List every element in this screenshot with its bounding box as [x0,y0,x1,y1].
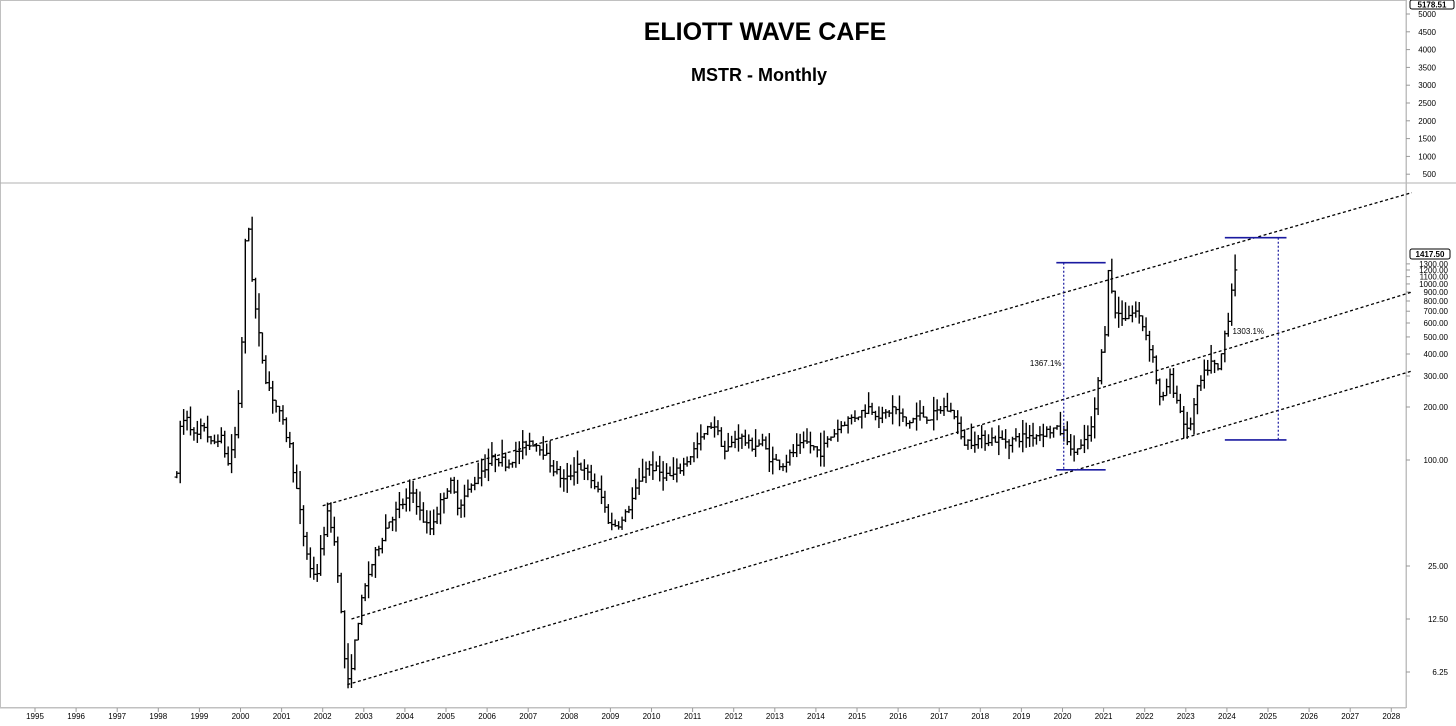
x-tick-label: 1996 [67,712,85,721]
x-tick-label: 2004 [396,712,414,721]
upper-tick-label: 3500 [1418,63,1436,72]
x-tick-label: 2009 [602,712,620,721]
x-tick-label: 2006 [478,712,496,721]
upper-value-label: 5178.51 [1418,1,1447,10]
x-tick-label: 2020 [1054,712,1072,721]
x-tick-label: 2002 [314,712,332,721]
upper-tick-label: 2500 [1418,99,1436,108]
measure-annotations: 1367.1% 1303.1% [1030,236,1287,471]
x-tick-label: 2007 [519,712,537,721]
chart-subtitle: MSTR - Monthly [691,65,827,85]
x-tick-label: 2025 [1259,712,1277,721]
x-tick-label: 1997 [108,712,126,721]
trend-channels [322,192,1413,686]
x-tick-label: 1999 [191,712,209,721]
last-price-label: 1417.50 [1416,250,1445,259]
y-tick-label: 300.00 [1424,372,1449,381]
upper-tick-label: 1500 [1418,135,1436,144]
upper-tick-label: 500 [1423,170,1437,179]
y-tick-label: 700.00 [1424,307,1449,316]
y-tick-label: 400.00 [1424,350,1449,359]
y-tick-label: 900.00 [1424,288,1449,297]
x-tick-label: 2017 [930,712,948,721]
ohlc-bar [1232,254,1238,297]
channel-line-2 [351,291,1413,620]
price-tags: 1417.50 [1409,248,1451,260]
x-tick-label: 2008 [560,712,578,721]
chart-title: ELIOTT WAVE CAFE [644,18,887,46]
y-tick-label: 12.50 [1428,615,1449,624]
x-tick-label: 2022 [1136,712,1154,721]
x-tick-label: 2012 [725,712,743,721]
measure-label: 1367.1% [1030,359,1062,368]
x-tick-label: 2015 [848,712,866,721]
y-tick-label: 600.00 [1424,319,1449,328]
last-price-tag [1409,248,1451,260]
upper-tick-label: 2000 [1418,117,1436,126]
y-tick-label: 1300.00 [1419,260,1448,269]
y-tick-label: 200.00 [1424,403,1449,412]
upper-tick-label: 4500 [1418,28,1436,37]
x-tick-label: 1998 [149,712,167,721]
upper-tick-label: 3000 [1418,81,1436,90]
channel-line-1 [322,192,1413,507]
x-tick-label: 2010 [643,712,661,721]
chart-frame [0,0,1407,708]
ohlc-bars [174,216,1238,689]
measure-annotation-2: 1303.1% [1224,236,1287,441]
measure-label: 1303.1% [1232,327,1264,336]
upper-value-tag [1409,0,1455,10]
y-tick-label: 500.00 [1424,333,1449,342]
x-tick-label: 2013 [766,712,784,721]
x-tick-label: 2021 [1095,712,1113,721]
x-tick-label: 2003 [355,712,373,721]
x-tick-label: 2005 [437,712,455,721]
channel-line-3 [347,370,1413,686]
x-tick-label: 1995 [26,712,44,721]
x-tick-label: 2016 [889,712,907,721]
x-tick-label: 2018 [971,712,989,721]
x-tick-label: 2028 [1382,712,1400,721]
upper-tick-label: 5000 [1418,10,1436,19]
upper-tick-label: 1000 [1418,152,1436,161]
measure-annotation-1: 1367.1% [1030,261,1106,471]
x-tick-label: 2000 [232,712,250,721]
x-tick-label: 2026 [1300,712,1318,721]
y-tick-label: 6.25 [1432,668,1448,677]
y-tick-label: 1000.00 [1419,280,1448,289]
x-axis: 1995 1996 1997 1998 1999 2000 2001 2002 2003 2004… [26,708,1401,721]
x-tick-label: 2019 [1013,712,1031,721]
y-tick-label: 25.00 [1428,562,1449,571]
y-tick-label: 100.00 [1424,456,1449,465]
x-tick-label: 2023 [1177,712,1195,721]
x-tick-label: 2024 [1218,712,1236,721]
x-tick-label: 2001 [273,712,291,721]
x-tick-label: 2011 [684,712,702,721]
x-tick-label: 2014 [807,712,825,721]
x-tick-label: 2027 [1341,712,1359,721]
y-axis: 6.25 12.50 25.00 100.00 200.00 300.00 400.00 50… [1406,260,1449,677]
y-tick-label: 1100.00 [1420,273,1449,282]
y-tick-label: 800.00 [1424,297,1449,306]
y-tick-label: 1200.00 [1419,266,1448,275]
upper-tick-label: 4000 [1418,46,1436,55]
